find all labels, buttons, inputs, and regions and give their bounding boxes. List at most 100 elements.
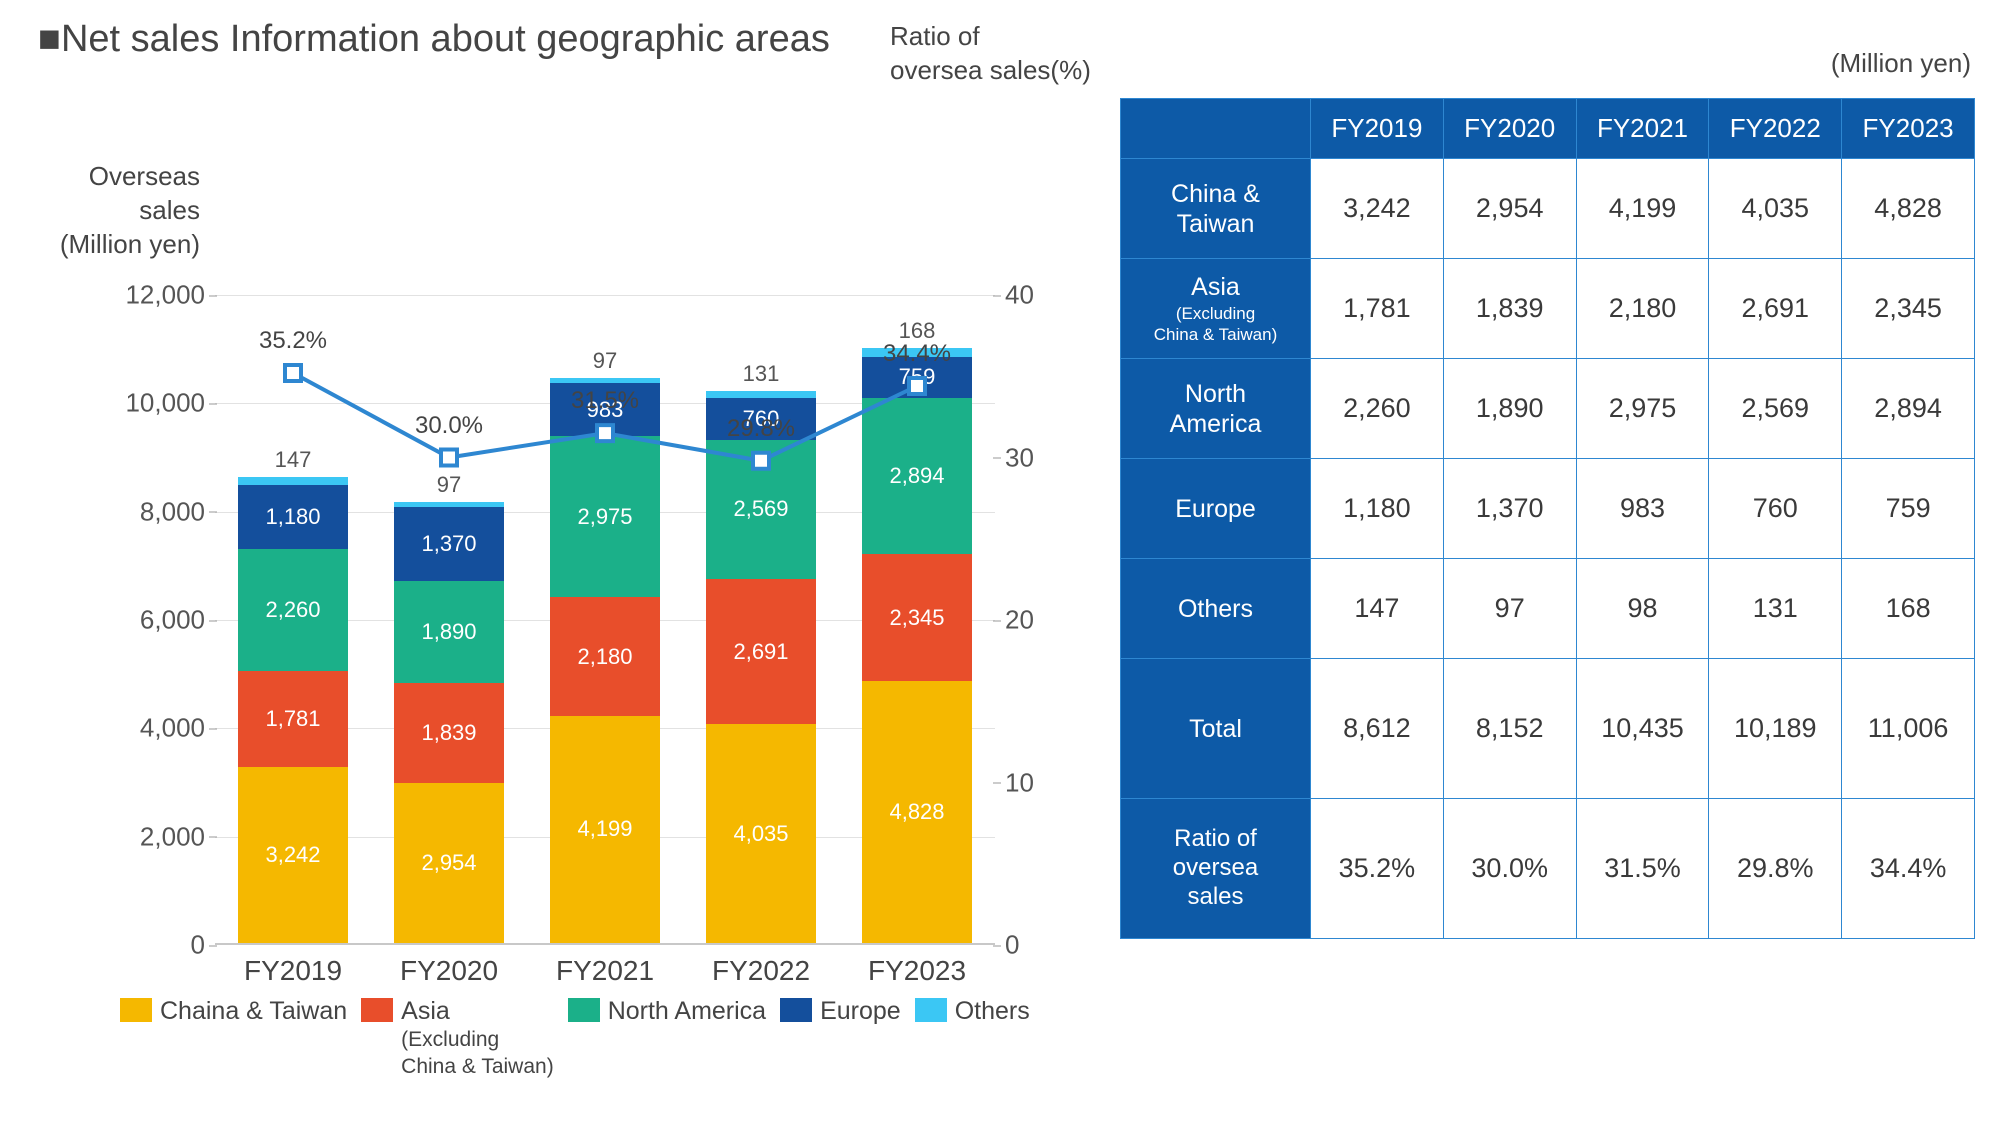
table-row-header: Asia(ExcludingChina & Taiwan) [1121,259,1311,359]
ratio-line-marker [597,425,613,441]
table-cell: 11,006 [1842,659,1975,799]
data-table-wrap: FY2019FY2020FY2021FY2022FY2023 China &Ta… [1120,98,1975,939]
y1-tick-label: 0 [120,930,205,961]
line-overlay [215,105,995,945]
y2-tick-label: 40 [1005,280,1050,311]
table-cell: 35.2% [1311,799,1444,939]
data-table: FY2019FY2020FY2021FY2022FY2023 China &Ta… [1120,98,1975,939]
table-cell: 2,954 [1443,159,1576,259]
table-row: Europe1,1801,370983760759 [1121,459,1975,559]
table-cell: 8,612 [1311,659,1444,799]
table-cell: 1,781 [1311,259,1444,359]
table-cell: 2,180 [1576,259,1709,359]
legend-label: Europe [820,995,901,1028]
table-cell: 760 [1709,459,1842,559]
y1-axis-title: Overseassales(Million yen) [40,160,200,261]
table-cell: 2,894 [1842,359,1975,459]
legend: Chaina & Taiwan Asia(ExcludingChina & Tai… [120,995,1120,1080]
table-row: Ratio ofoverseasales35.2%30.0%31.5%29.8%… [1121,799,1975,939]
table-cell: 98 [1576,559,1709,659]
table-cell: 983 [1576,459,1709,559]
y1-tick-label: 4,000 [120,713,205,744]
table-header-blank [1121,99,1311,159]
table-cell: 10,435 [1576,659,1709,799]
legend-label: Chaina & Taiwan [160,995,347,1028]
legend-label: Others [955,995,1030,1028]
x-axis-label: FY2023 [868,955,966,987]
legend-item-asia_ex: Asia(ExcludingChina & Taiwan) [361,995,554,1080]
x-axis-label: FY2021 [556,955,654,987]
ratio-line-marker [753,453,769,469]
legend-item-north_america: North America [568,995,766,1028]
legend-swatch [568,998,600,1022]
ratio-line-label: 31.5% [571,387,639,415]
legend-swatch [915,998,947,1022]
table-header: FY2020 [1443,99,1576,159]
y2-tick-label: 0 [1005,930,1050,961]
table-cell: 1,839 [1443,259,1576,359]
table-cell: 10,189 [1709,659,1842,799]
table-row: Asia(ExcludingChina & Taiwan)1,7811,8392… [1121,259,1975,359]
legend-label: North America [608,995,766,1028]
table-cell: 147 [1311,559,1444,659]
table-cell: 1,180 [1311,459,1444,559]
y2-tick-label: 20 [1005,605,1050,636]
legend-item-china_taiwan: Chaina & Taiwan [120,995,347,1028]
chart-area: Overseassales(Million yen) Ratio ofovers… [30,30,1080,1090]
legend-item-others: Others [915,995,1030,1028]
y1-tick-label: 12,000 [120,280,205,311]
table-cell: 34.4% [1842,799,1975,939]
table-cell: 97 [1443,559,1576,659]
y2-tick-label: 30 [1005,442,1050,473]
table-header: FY2019 [1311,99,1444,159]
unit-label: (Million yen) [1831,48,1971,79]
table-cell: 2,975 [1576,359,1709,459]
table-row: NorthAmerica2,2601,8902,9752,5692,894 [1121,359,1975,459]
table-header: FY2023 [1842,99,1975,159]
table-header: FY2021 [1576,99,1709,159]
ratio-line-marker [441,450,457,466]
table-cell: 759 [1842,459,1975,559]
legend-label: Asia(ExcludingChina & Taiwan) [401,995,554,1080]
ratio-line-label: 30.0% [415,412,483,440]
y1-tick-label: 6,000 [120,605,205,636]
y2-tick-label: 10 [1005,767,1050,798]
table-row: China &Taiwan3,2422,9544,1994,0354,828 [1121,159,1975,259]
legend-swatch [780,998,812,1022]
ratio-line-marker [909,378,925,394]
y2-axis-title: Ratio ofoversea sales(%) [890,20,1110,88]
ratio-line-label: 34.4% [883,340,951,368]
table-row-header: Others [1121,559,1311,659]
ratio-line-label: 35.2% [259,327,327,355]
table-row: Others1479798131168 [1121,559,1975,659]
table-cell: 29.8% [1709,799,1842,939]
table-cell: 4,199 [1576,159,1709,259]
x-axis-label: FY2022 [712,955,810,987]
table-cell: 31.5% [1576,799,1709,939]
table-cell: 1,370 [1443,459,1576,559]
table-cell: 2,260 [1311,359,1444,459]
ratio-line-label: 29.8% [727,415,795,443]
table-row-header: Ratio ofoverseasales [1121,799,1311,939]
table-row-header: Total [1121,659,1311,799]
x-axis-label: FY2020 [400,955,498,987]
table-cell: 3,242 [1311,159,1444,259]
x-axis-label: FY2019 [244,955,342,987]
y1-tick-label: 8,000 [120,496,205,527]
ratio-line-marker [285,365,301,381]
table-row: Total8,6128,15210,43510,18911,006 [1121,659,1975,799]
legend-swatch [361,998,393,1022]
table-cell: 8,152 [1443,659,1576,799]
table-row-header: NorthAmerica [1121,359,1311,459]
table-cell: 131 [1709,559,1842,659]
table-cell: 168 [1842,559,1975,659]
table-row-header: Europe [1121,459,1311,559]
table-row-header: China &Taiwan [1121,159,1311,259]
table-cell: 30.0% [1443,799,1576,939]
table-cell: 4,035 [1709,159,1842,259]
table-header: FY2022 [1709,99,1842,159]
y1-tick-label: 10,000 [120,388,205,419]
table-cell: 1,890 [1443,359,1576,459]
table-cell: 2,569 [1709,359,1842,459]
y1-tick-label: 2,000 [120,821,205,852]
